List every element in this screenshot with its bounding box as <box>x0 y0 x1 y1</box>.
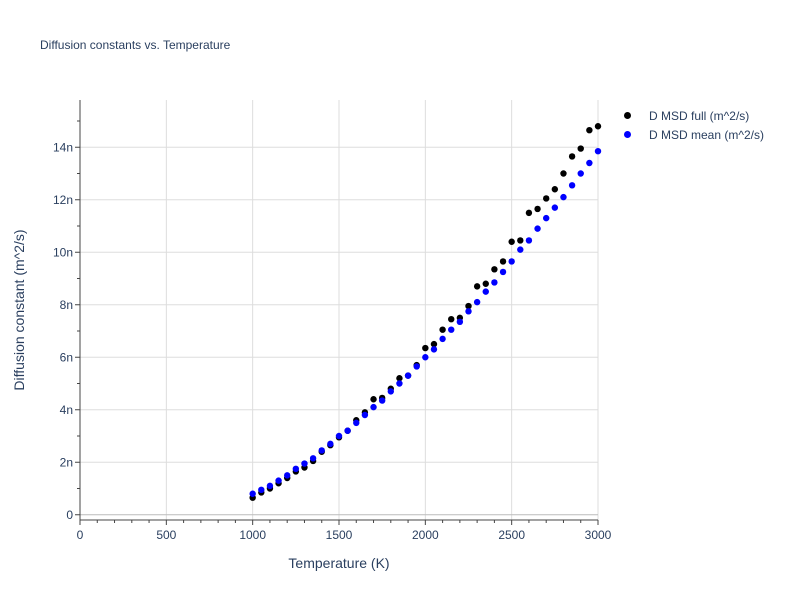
grid-lines <box>80 100 599 520</box>
x-tick-label: 0 <box>77 528 84 542</box>
legend: D MSD full (m^2/s) D MSD mean (m^2/s) <box>620 106 764 144</box>
point-msd-full[interactable] <box>439 326 446 333</box>
point-msd-mean[interactable] <box>517 246 524 253</box>
tick-labels: 0 500 1000 1500 2000 2500 3000 0 2n 4n 6n 8n 10n 12n 1… <box>53 140 612 542</box>
point-msd-mean[interactable] <box>387 388 394 395</box>
point-msd-full[interactable] <box>422 344 429 352</box>
point-msd-mean[interactable] <box>370 403 377 411</box>
y-tick-label: 8n <box>60 298 73 312</box>
point-msd-full[interactable] <box>586 126 593 134</box>
point-msd-mean[interactable] <box>413 363 420 370</box>
point-msd-full[interactable] <box>534 205 541 213</box>
point-msd-mean[interactable] <box>353 419 360 427</box>
point-msd-mean[interactable] <box>284 472 291 479</box>
point-msd-full[interactable] <box>508 238 515 245</box>
x-tick-label: 2000 <box>412 528 439 542</box>
point-msd-mean[interactable] <box>508 258 515 265</box>
y-tick-label: 6n <box>60 350 73 364</box>
point-msd-mean[interactable] <box>499 268 507 276</box>
legend-item-full[interactable]: D MSD full (m^2/s) <box>620 106 764 125</box>
point-msd-mean[interactable] <box>543 214 550 222</box>
point-msd-mean[interactable] <box>292 465 300 473</box>
legend-label: D MSD full (m^2/s) <box>649 108 750 123</box>
point-msd-mean[interactable] <box>594 147 602 155</box>
point-msd-full[interactable] <box>543 195 550 202</box>
legend-item-mean[interactable]: D MSD mean (m^2/s) <box>620 125 764 144</box>
point-msd-mean[interactable] <box>439 335 446 343</box>
point-msd-mean[interactable] <box>473 298 481 306</box>
point-msd-mean[interactable] <box>422 354 429 361</box>
point-msd-mean[interactable] <box>327 440 334 448</box>
chart-title: Diffusion constants vs. Temperature <box>40 38 231 52</box>
point-msd-full[interactable] <box>525 209 533 217</box>
point-msd-mean[interactable] <box>258 486 265 494</box>
y-tick-label: 0 <box>66 508 73 522</box>
point-msd-mean[interactable] <box>275 477 282 484</box>
x-tick-label: 1000 <box>239 528 266 542</box>
point-msd-mean[interactable] <box>318 447 325 454</box>
x-tick-label: 2500 <box>498 528 525 542</box>
legend-label: D MSD mean (m^2/s) <box>649 127 764 142</box>
point-msd-mean[interactable] <box>577 170 584 177</box>
point-msd-mean[interactable] <box>378 397 386 404</box>
point-msd-mean[interactable] <box>361 411 369 419</box>
point-msd-full[interactable] <box>491 266 498 273</box>
point-msd-full[interactable] <box>448 315 455 323</box>
point-msd-full[interactable] <box>577 145 584 152</box>
point-msd-mean[interactable] <box>465 308 472 315</box>
point-msd-mean[interactable] <box>456 318 464 326</box>
point-msd-mean[interactable] <box>266 482 274 490</box>
y-tick-label: 4n <box>60 403 73 417</box>
point-msd-mean[interactable] <box>560 193 567 201</box>
point-msd-full[interactable] <box>370 396 377 403</box>
y-axis-title: Diffusion constant (m^2/s) <box>11 229 27 390</box>
axes <box>75 100 599 525</box>
legend-marker-icon <box>624 131 631 138</box>
point-msd-full[interactable] <box>430 340 438 348</box>
point-msd-mean[interactable] <box>586 159 593 167</box>
y-tick-label: 12n <box>53 193 73 207</box>
point-msd-mean[interactable] <box>430 346 438 353</box>
y-tick-label: 2n <box>60 455 73 469</box>
point-msd-full[interactable] <box>594 123 602 130</box>
point-msd-mean[interactable] <box>309 455 317 462</box>
point-msd-mean[interactable] <box>551 204 559 211</box>
point-msd-full[interactable] <box>465 302 472 310</box>
point-msd-full[interactable] <box>482 280 489 287</box>
point-msd-full[interactable] <box>568 153 576 160</box>
point-msd-mean[interactable] <box>448 326 455 333</box>
point-msd-mean[interactable] <box>482 288 489 295</box>
point-msd-mean[interactable] <box>568 182 576 189</box>
point-msd-mean[interactable] <box>301 460 308 467</box>
x-tick-label: 500 <box>156 528 176 542</box>
point-msd-full[interactable] <box>551 186 559 193</box>
point-msd-full[interactable] <box>560 170 567 177</box>
point-msd-mean[interactable] <box>534 225 541 232</box>
point-msd-mean[interactable] <box>396 380 403 387</box>
point-msd-full[interactable] <box>517 237 524 244</box>
point-msd-full[interactable] <box>473 283 481 290</box>
point-msd-mean[interactable] <box>491 279 498 286</box>
point-msd-mean[interactable] <box>404 372 412 379</box>
point-msd-mean[interactable] <box>525 237 533 244</box>
point-msd-mean[interactable] <box>335 432 343 440</box>
point-msd-full[interactable] <box>396 375 403 382</box>
legend-marker-icon <box>624 112 631 119</box>
point-msd-mean[interactable] <box>249 490 256 497</box>
point-msd-full[interactable] <box>499 258 507 265</box>
x-tick-label: 1500 <box>326 528 353 542</box>
x-axis-title: Temperature (K) <box>288 555 389 571</box>
x-tick-label: 3000 <box>585 528 612 542</box>
y-tick-label: 14n <box>53 140 73 154</box>
data-points <box>249 123 602 501</box>
y-tick-label: 10n <box>53 245 73 259</box>
point-msd-mean[interactable] <box>344 427 351 434</box>
